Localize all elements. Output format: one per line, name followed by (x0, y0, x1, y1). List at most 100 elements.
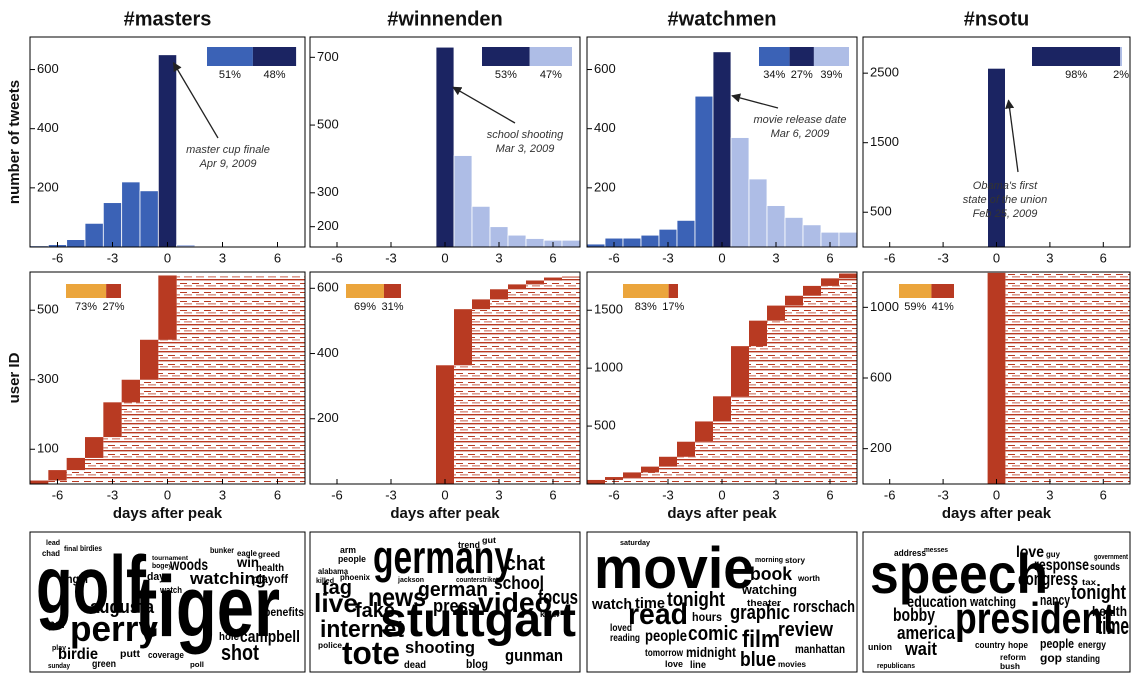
cloud-word: putt (120, 649, 141, 660)
cloud-word: focus (538, 587, 578, 609)
plot-area (435, 46, 580, 247)
y-tick-label: 500 (594, 418, 616, 433)
cloud-word: hole (219, 631, 239, 643)
return-activity (785, 305, 857, 321)
share-segment (482, 47, 530, 66)
bar (453, 155, 473, 247)
cloud-word: phoenix (340, 573, 371, 582)
x-tick-label: 6 (1100, 250, 1107, 265)
share-segment (207, 47, 253, 66)
cloud-word: tournament (152, 556, 188, 562)
share-segment (813, 47, 849, 66)
share-segment (106, 284, 121, 298)
user-block (544, 277, 562, 281)
cloud-word: greed (258, 550, 280, 559)
y-tick-label: 200 (37, 179, 59, 194)
share-label: 73% (75, 301, 97, 313)
bar (676, 219, 696, 247)
cloud-word: eagle (237, 549, 258, 558)
bar (471, 205, 491, 247)
x-tick-label: -3 (937, 250, 949, 265)
share-label: 47% (540, 69, 562, 81)
share-label: 27% (791, 69, 813, 81)
x-tick-label: 6 (274, 250, 281, 265)
return-activity (176, 275, 305, 340)
cloud-word: story (785, 556, 806, 565)
bar (730, 137, 750, 247)
cloud-word: midnight (686, 644, 736, 660)
panel-title: #watchmen (668, 8, 777, 30)
x-tick-label: -6 (331, 487, 343, 502)
return-activity (48, 480, 305, 484)
y-tick-label: 200 (870, 440, 892, 455)
y-tick-label: 600 (317, 280, 339, 295)
cloud-word: school (494, 573, 544, 593)
x-tick-label: 0 (718, 487, 725, 502)
user-block (66, 457, 85, 471)
cloud-word: union (868, 642, 892, 652)
user-block (30, 480, 49, 484)
word-cloud-frame (586, 531, 858, 673)
cloud-word: read (628, 598, 688, 631)
cloud-word: gop (1040, 651, 1062, 665)
share-label: 53% (495, 69, 517, 81)
user-block (48, 470, 67, 481)
share-segment (1120, 47, 1122, 66)
cloud-word: time (635, 595, 665, 612)
cloud-word: review (778, 619, 833, 641)
cloud-word: reform (1000, 653, 1026, 662)
cloud-word: energy (1078, 640, 1106, 651)
cloud-word: watch (591, 596, 632, 613)
y-tick-label: 600 (870, 369, 892, 384)
x-tick-label: 6 (274, 487, 281, 502)
cloud-word: green (92, 659, 116, 670)
bar (176, 244, 196, 247)
cloud-word: golf (36, 540, 146, 631)
return-activity (623, 477, 857, 480)
cloud-word: win (236, 554, 259, 570)
x-axis-label: days after peak (942, 505, 1052, 522)
user-block (677, 441, 695, 457)
annotation-arrow (731, 93, 779, 109)
cloud-word: jackson (397, 577, 424, 584)
y-tick-label: 300 (317, 184, 339, 199)
annotation-arrow (452, 86, 516, 124)
user-block (641, 466, 659, 473)
user-block (85, 437, 104, 458)
bar (157, 54, 178, 247)
cloud-word: people (645, 628, 687, 645)
return-activity (140, 379, 305, 403)
return-activity (1005, 272, 1130, 484)
x-tick-label: -6 (52, 487, 64, 502)
share-label: 59% (904, 301, 926, 313)
user-block (821, 278, 839, 286)
share-segment (668, 284, 678, 298)
cloud-word: watch (159, 585, 182, 595)
y-tick-label: 300 (37, 371, 59, 386)
share-segment (383, 284, 401, 298)
cloud-word: film (742, 626, 780, 653)
share-segment (252, 47, 297, 66)
cloud-word: love (665, 659, 683, 669)
cloud-word: rorschach (793, 597, 855, 616)
x-tick-label: 0 (164, 250, 171, 265)
cloud-word: hours (692, 610, 722, 624)
cloud-word: lead (46, 540, 60, 547)
plot-area (987, 272, 1130, 484)
cloud-word: angel (60, 572, 88, 586)
plot-area (436, 276, 580, 484)
cloud-word: chad (42, 549, 60, 558)
user-block (803, 285, 821, 296)
user-block (695, 421, 713, 442)
user-block (508, 284, 526, 290)
cloud-word: german (418, 579, 488, 601)
annotation-text: Apr 9, 2009 (199, 158, 257, 170)
return-activity (803, 295, 857, 306)
bar (66, 239, 86, 247)
cloud-word: arm (340, 545, 356, 555)
share-segment (759, 47, 790, 66)
x-tick-label: -6 (608, 250, 620, 265)
return-activity (544, 280, 580, 285)
bar (838, 231, 857, 247)
